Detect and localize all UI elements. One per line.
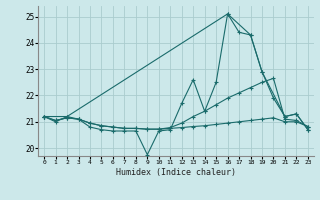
- X-axis label: Humidex (Indice chaleur): Humidex (Indice chaleur): [116, 168, 236, 177]
